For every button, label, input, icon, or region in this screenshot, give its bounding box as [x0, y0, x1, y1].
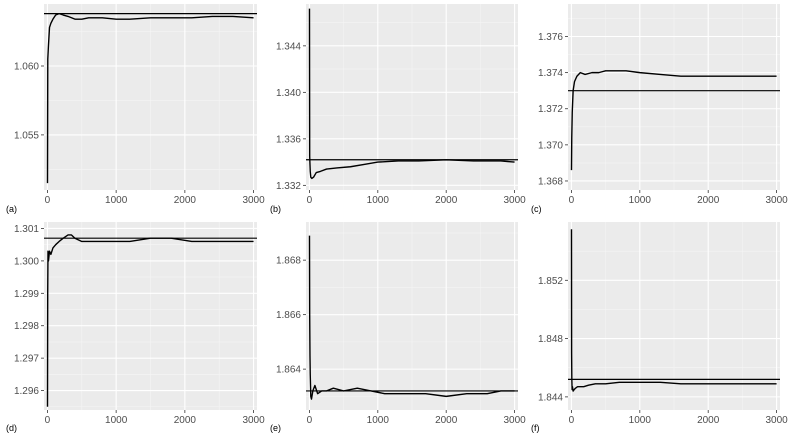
y-tick-label: 1.852: [538, 276, 563, 287]
x-tick-label: 2000: [435, 195, 458, 206]
x-tick-label: 1000: [629, 195, 652, 206]
series-line: [570, 70, 777, 171]
panel-4: 0 1000 2000 3000 1.296 1.297 1.298 1.299 1.300 1.…: [6, 222, 265, 433]
y-tick-label: 1.864: [276, 365, 301, 376]
x-tick-label: 1000: [105, 195, 128, 206]
x-tick-label: 3000: [503, 195, 526, 206]
panel-label: (d): [6, 423, 17, 433]
x-tick-label: 2000: [174, 195, 197, 206]
series-line: [308, 8, 515, 180]
x-tick-label: 1000: [105, 415, 128, 426]
x-tick-label: 0: [569, 415, 575, 426]
x-tick-label: 0: [45, 415, 51, 426]
y-tick-label: 1.340: [276, 88, 301, 99]
y-tick-label: 1.368: [538, 176, 563, 187]
panel-3: 0 1000 2000 3000 1.368 1.370 1.372 1.374 1.376 (c…: [531, 4, 788, 214]
y-tick-label: 1.868: [276, 256, 301, 267]
panel-label: (b): [270, 204, 281, 214]
panel-label: (a): [6, 204, 17, 214]
x-tick-label: 0: [569, 195, 575, 206]
panel-2: 0 1000 2000 3000 1.332 1.336 1.340 1.344 (b): [270, 4, 526, 214]
y-tick-label: 1.866: [276, 310, 301, 321]
y-tick-label: 1.336: [276, 134, 301, 145]
y-tick-label: 1.848: [538, 334, 563, 345]
y-tick-label: 1.298: [14, 321, 39, 332]
panel-5: 0 1000 2000 3000 1.864 1.866 1.868 (e): [270, 222, 526, 433]
y-tick-label: 1.344: [276, 41, 301, 52]
x-tick-label: 3000: [765, 415, 788, 426]
x-tick-label: 2000: [697, 195, 720, 206]
panel-label: (c): [531, 204, 542, 214]
y-tick-label: 1.374: [538, 68, 563, 79]
y-tick-label: 1.296: [14, 386, 39, 397]
x-tick-label: 1000: [367, 195, 390, 206]
x-tick-label: 1000: [629, 415, 652, 426]
x-tick-label: 0: [45, 195, 51, 206]
x-tick-label: 3000: [503, 415, 526, 426]
panel-label: (f): [531, 423, 540, 433]
x-tick-label: 3000: [242, 195, 265, 206]
y-tick-label: 1.300: [14, 256, 39, 267]
x-tick-label: 2000: [435, 415, 458, 426]
y-tick-label: 1.055: [14, 130, 39, 141]
x-tick-label: 0: [307, 195, 313, 206]
x-tick-label: 1000: [367, 415, 390, 426]
series-line: [570, 229, 777, 392]
x-tick-label: 0: [307, 415, 313, 426]
y-tick-label: 1.060: [14, 62, 39, 73]
y-tick-label: 1.370: [538, 140, 563, 151]
series-line: [46, 234, 254, 407]
y-tick-label: 1.299: [14, 289, 39, 300]
y-tick-label: 1.332: [276, 181, 301, 192]
y-tick-label: 1.301: [14, 224, 39, 235]
x-tick-label: 2000: [174, 415, 197, 426]
x-tick-label: 3000: [242, 415, 265, 426]
y-tick-label: 1.376: [538, 32, 563, 43]
panel-1: 0 1000 2000 3000 1.055 1.060 (a): [6, 4, 265, 214]
series-line: [308, 235, 515, 400]
panel-6: 0 1000 2000 3000 1.844 1.848 1.852 (f): [531, 222, 788, 433]
series-line: [46, 12, 254, 184]
x-tick-label: 3000: [765, 195, 788, 206]
y-tick-label: 1.297: [14, 354, 39, 365]
panel-label: (e): [270, 423, 281, 433]
y-tick-label: 1.844: [538, 392, 563, 403]
x-tick-label: 2000: [697, 415, 720, 426]
y-tick-label: 1.372: [538, 104, 563, 115]
